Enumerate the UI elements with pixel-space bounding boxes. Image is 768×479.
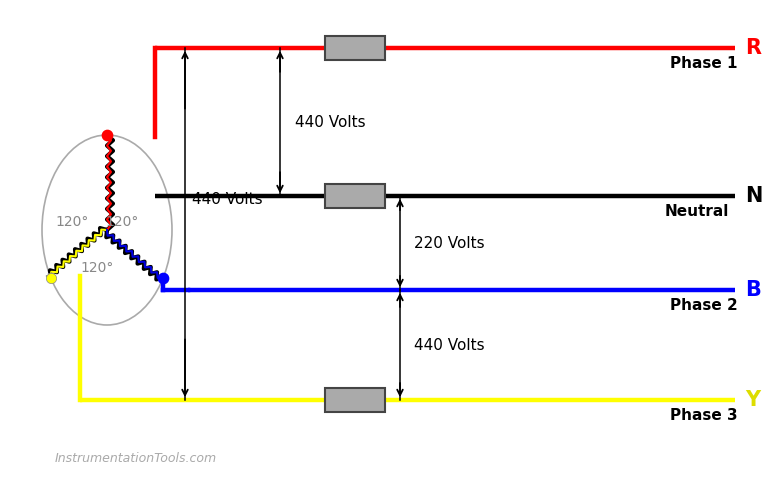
FancyBboxPatch shape — [325, 388, 385, 412]
Text: Phase 3: Phase 3 — [670, 408, 737, 422]
Text: Y: Y — [745, 390, 760, 410]
Text: 120°: 120° — [81, 261, 114, 275]
Text: B: B — [745, 280, 761, 300]
Text: 120°: 120° — [105, 215, 139, 229]
Text: 440 Volts: 440 Volts — [295, 114, 366, 129]
Text: 120°: 120° — [55, 215, 88, 229]
Text: 220 Volts: 220 Volts — [414, 236, 485, 251]
Point — [101, 131, 113, 139]
Text: N: N — [745, 186, 763, 206]
FancyBboxPatch shape — [325, 184, 385, 208]
Text: InstrumentationTools.com: InstrumentationTools.com — [55, 452, 217, 465]
FancyBboxPatch shape — [325, 36, 385, 60]
Text: 440 Volts: 440 Volts — [192, 193, 263, 207]
Text: R: R — [745, 38, 761, 58]
Text: Neutral: Neutral — [665, 204, 730, 218]
Point — [157, 274, 170, 281]
Point — [45, 274, 57, 281]
Text: Phase 2: Phase 2 — [670, 297, 738, 312]
Text: 440 Volts: 440 Volts — [414, 338, 485, 353]
Text: Phase 1: Phase 1 — [670, 56, 737, 70]
